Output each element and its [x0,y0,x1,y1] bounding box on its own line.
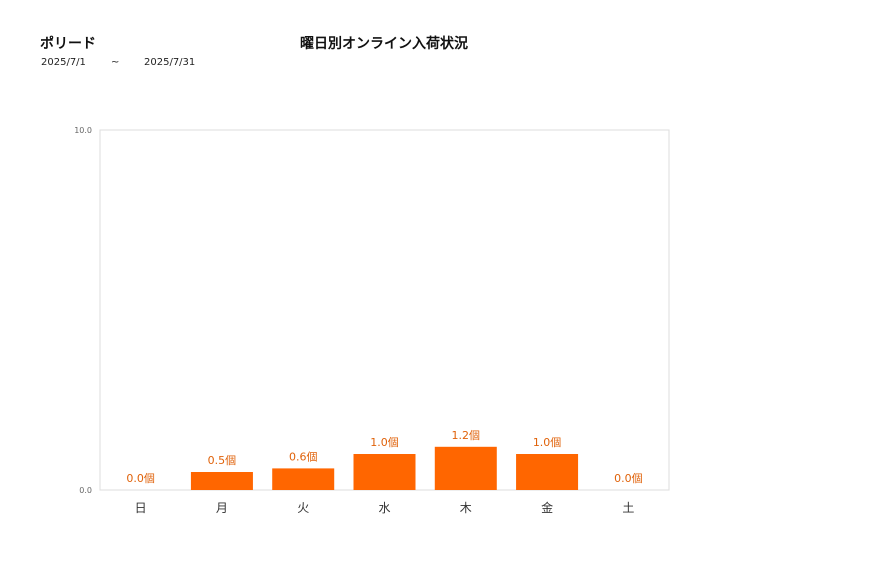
x-category-label: 土 [622,501,634,515]
bar-data-label: 0.6個 [289,450,318,463]
x-category-label: 火 [297,501,309,515]
x-category-label: 月 [216,501,228,515]
bar [353,454,416,490]
x-category-label: 日 [135,501,147,515]
bar-data-label: 1.0個 [533,436,562,449]
y-tick-label: 10.0 [74,126,92,135]
bar-data-label: 0.0個 [614,472,643,485]
bar-data-label: 0.0個 [126,472,155,485]
bar [272,468,335,490]
bar [190,472,253,490]
date-start: 2025/7/1 [41,57,86,68]
x-category-label: 木 [460,501,472,515]
bar-data-label: 0.5個 [208,454,237,467]
bar [434,446,497,490]
date-end: 2025/7/31 [144,57,196,68]
bar-data-label: 1.0個 [370,436,399,449]
brand-name: ポリード [40,36,96,52]
y-tick-label: 0.0 [79,486,92,495]
bar [516,454,579,490]
x-category-label: 金 [541,500,553,515]
chart-title: 曜日別オンライン入荷状況 [300,36,468,52]
bar-data-label: 1.2個 [452,429,481,442]
x-category-label: 水 [378,501,390,515]
date-separator: ~ [111,57,120,68]
